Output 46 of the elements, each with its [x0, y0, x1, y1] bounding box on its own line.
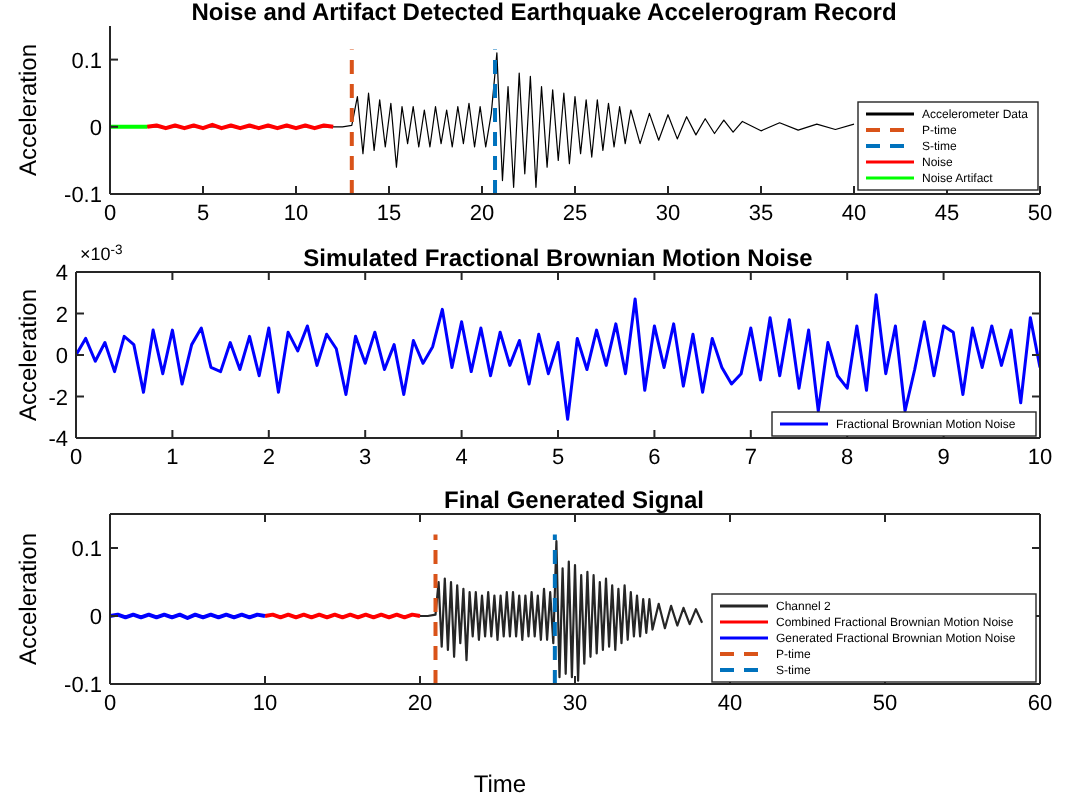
x-tick-label: 15 — [376, 202, 402, 226]
text: ×10$^{-3}$ — [80, 243, 124, 264]
x-tick-label: 25 — [562, 202, 588, 226]
x-tick-label: 5 — [196, 202, 210, 226]
chart-title: Final Generated Signal — [443, 486, 705, 514]
chart-title: Simulated Fractional Brownian Motion Noise — [303, 244, 814, 272]
x-tick-label: 3 — [359, 446, 372, 470]
y-tick-label: 0.1 — [71, 538, 102, 562]
x-tick-label: 9 — [937, 446, 950, 470]
y-tick-label: -0.1 — [64, 674, 102, 698]
y-tick-label: -2 — [48, 386, 68, 411]
x-tick-label: 6 — [648, 446, 661, 470]
x-axis-title: Time — [473, 770, 527, 798]
x-tick-label: 45 — [934, 202, 960, 226]
y-tick-label: 0 — [55, 345, 68, 369]
chart-title: Noise and Artifact Detected Earthquake Accelerogram Record — [191, 0, 897, 26]
x-tick-label: 20 — [407, 692, 433, 716]
x-tick-label: 35 — [748, 202, 774, 226]
x-tick-label: 2 — [262, 446, 275, 470]
x-tick-label: 8 — [841, 446, 854, 470]
y-tick-label: 2 — [55, 303, 68, 328]
x-tick-label: 10 — [1027, 446, 1053, 470]
y-axis-title: Acceleration — [14, 288, 42, 422]
x-tick-label: 60 — [1027, 692, 1053, 716]
x-tick-label: 40 — [717, 692, 743, 716]
x-tick-label: 10 — [283, 202, 309, 226]
x-tick-label: 4 — [455, 446, 468, 470]
y-tick-label: 0 — [89, 116, 102, 141]
line-series — [76, 293, 1040, 421]
y-tick-label: 4 — [55, 262, 68, 286]
x-tick-label: 10 — [252, 692, 278, 716]
x-tick-label: 30 — [655, 202, 681, 226]
y-axis-title: Acceleration — [14, 43, 42, 177]
x-tick-label: 40 — [841, 202, 867, 226]
x-tick-label: 7 — [744, 446, 757, 470]
x-tick-label: 5 — [551, 446, 565, 470]
y-tick-label: -4 — [48, 428, 68, 452]
x-tick-label: 30 — [562, 692, 588, 716]
x-tick-label: 1 — [166, 446, 179, 470]
y-axis-title: Acceleration — [14, 532, 42, 666]
y-tick-label: 0.1 — [71, 49, 102, 74]
y-tick-label: 0 — [89, 606, 102, 630]
x-tick-label: 50 — [872, 692, 898, 716]
y-tick-label: -0.1 — [64, 184, 102, 208]
x-tick-label: 50 — [1027, 202, 1053, 226]
x-tick-label: 20 — [469, 202, 495, 226]
